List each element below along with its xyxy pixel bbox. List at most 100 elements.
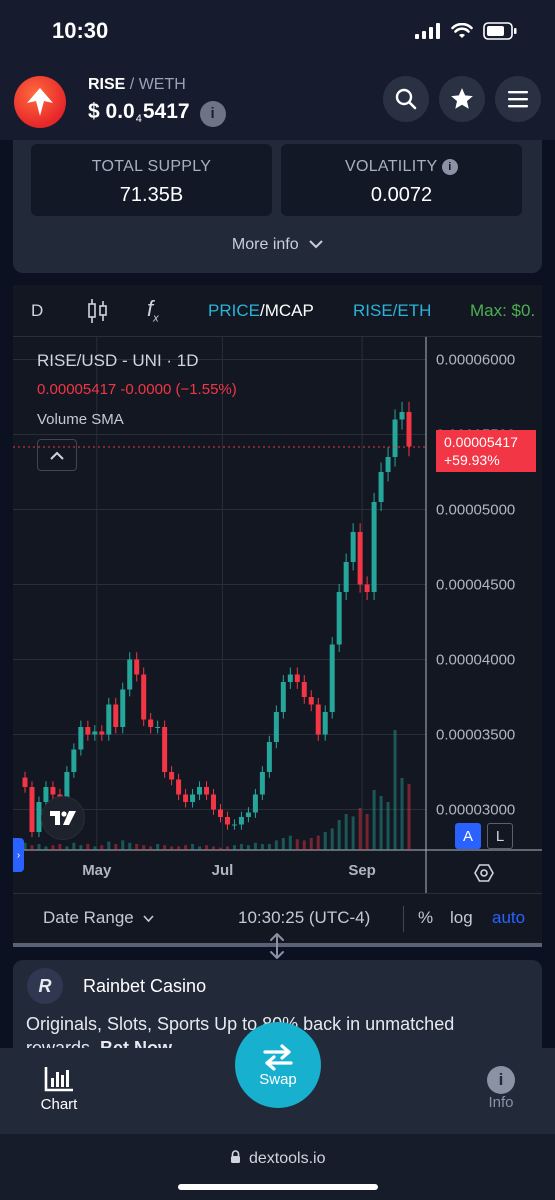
menu-button[interactable] (495, 76, 541, 122)
volume-bar (274, 840, 278, 850)
percent-scale-toggle[interactable]: % (418, 908, 434, 927)
volume-bar (135, 844, 139, 850)
pair-currency-toggle[interactable]: RISE/ETH (353, 301, 432, 320)
candles-button[interactable] (87, 298, 109, 329)
y-axis-tick-label: 0.00004000 (436, 652, 515, 669)
auto-scale-toggle[interactable]: auto (492, 908, 526, 927)
favorite-button[interactable] (439, 76, 485, 122)
volume-bar (225, 846, 229, 850)
total-supply-card: TOTAL SUPPLY 71.35B (31, 144, 272, 216)
volume-bar (337, 820, 341, 850)
url-text: dextools.io (248, 1150, 326, 1167)
candle-body (176, 779, 182, 795)
axis-settings-icon (474, 864, 494, 882)
price-info-icon[interactable]: i (199, 100, 226, 127)
log-scale-button[interactable]: L (487, 823, 513, 849)
volume-bar (170, 846, 174, 850)
volume-bar (163, 845, 167, 850)
swap-label: Swap (259, 1070, 297, 1088)
price-prefix: $ 0.0 (88, 100, 135, 123)
search-button[interactable] (383, 76, 429, 122)
auto-scale-button[interactable]: A (455, 823, 481, 849)
volume-bar (232, 845, 236, 850)
candle-body (406, 412, 412, 447)
volume-bar (72, 842, 76, 850)
bar-chart-icon (44, 1067, 73, 1092)
candlestick-chart[interactable]: 0.000060000.000055000.000050000.00004500… (13, 337, 542, 893)
candle-body (92, 731, 98, 735)
price-zero-count: 4 (135, 113, 142, 125)
volume-bar (281, 838, 285, 850)
chevron-down-icon (143, 915, 155, 923)
star-icon (451, 88, 473, 109)
volume-bar (330, 828, 334, 850)
volume-bar (302, 840, 306, 850)
volume-bar (239, 844, 243, 850)
swap-arrows-icon (263, 1043, 293, 1071)
nav-info[interactable]: i Info (461, 1066, 541, 1111)
candle-body (169, 772, 175, 780)
volume-bar (358, 808, 362, 850)
signal-icon (415, 23, 440, 39)
volatility-info-icon[interactable]: i (441, 159, 458, 175)
volume-bar (344, 814, 348, 850)
volume-bar (386, 802, 390, 850)
swap-button[interactable]: Swap (235, 1022, 321, 1108)
indicators-button[interactable]: fx (147, 296, 159, 324)
status-bar: 10:30 (0, 0, 555, 60)
pair-name: RISE / WETH (88, 76, 186, 94)
volatility-label: VOLATILITY (345, 158, 438, 175)
nav-chart[interactable]: Chart (19, 1066, 99, 1113)
volatility-card: VOLATILITY i 0.0072 (281, 144, 522, 216)
log-scale-toggle[interactable]: log (450, 908, 473, 927)
interval-button[interactable]: D (31, 301, 44, 320)
candle-body (322, 712, 328, 735)
volume-bar (30, 845, 34, 850)
resize-vertical-icon[interactable] (267, 932, 287, 960)
chevron-right-icon: › (16, 849, 21, 861)
candle-body (287, 674, 293, 682)
price-chart-panel: D fx PRICE/MCAP RISE/ETH Max: $0. 0.0000… (13, 285, 542, 943)
volume-bar (372, 790, 376, 850)
search-icon (395, 88, 417, 110)
chart-area[interactable]: 0.000060000.000055000.000050000.00004500… (13, 337, 542, 893)
drawing-toolbar-toggle[interactable]: › (13, 838, 24, 872)
candle-body (85, 727, 91, 735)
url-bar[interactable]: dextools.io (0, 1150, 555, 1168)
x-axis-tick-label: Jul (212, 862, 234, 879)
pair-separator: / (125, 76, 139, 93)
volume-bar (260, 844, 264, 850)
candle-body (385, 457, 391, 472)
chart-footer: Date Range 10:30:25 (UTC-4) % log auto (13, 893, 542, 943)
advertiser-name: Rainbet Casino (83, 976, 207, 996)
browser-bar: dextools.io (0, 1134, 555, 1200)
home-indicator (178, 1184, 378, 1190)
volume-bar (212, 846, 216, 850)
date-range-dropdown[interactable]: Date Range (43, 908, 155, 928)
status-time: 10:30 (52, 18, 109, 43)
token-price: $ 0.0 4 5417 i (88, 100, 226, 127)
quote-symbol: WETH (138, 76, 186, 93)
more-info-toggle[interactable]: More info (13, 236, 542, 254)
price-mcap-toggle[interactable]: PRICE/MCAP (208, 301, 314, 321)
collapse-legend-button[interactable] (37, 439, 77, 471)
footer-divider (403, 906, 404, 932)
volume-bar (393, 730, 397, 850)
volume-bar (407, 784, 411, 850)
volume-bar (351, 816, 355, 850)
tradingview-logo[interactable] (41, 796, 85, 840)
volume-bar (316, 835, 320, 850)
candle-body (155, 727, 161, 728)
volume-bar (400, 778, 404, 850)
nav-chart-label: Chart (40, 1096, 78, 1113)
candle-body (148, 719, 154, 727)
volume-bar (121, 840, 125, 850)
candle-body (364, 584, 370, 592)
candle-body (36, 802, 42, 832)
candlestick-icon (88, 299, 107, 323)
candle-body (113, 704, 119, 727)
last-price-label: 0.00005417 +59.93% (436, 430, 536, 472)
volume-bar (149, 846, 153, 850)
candle-body (252, 794, 258, 813)
